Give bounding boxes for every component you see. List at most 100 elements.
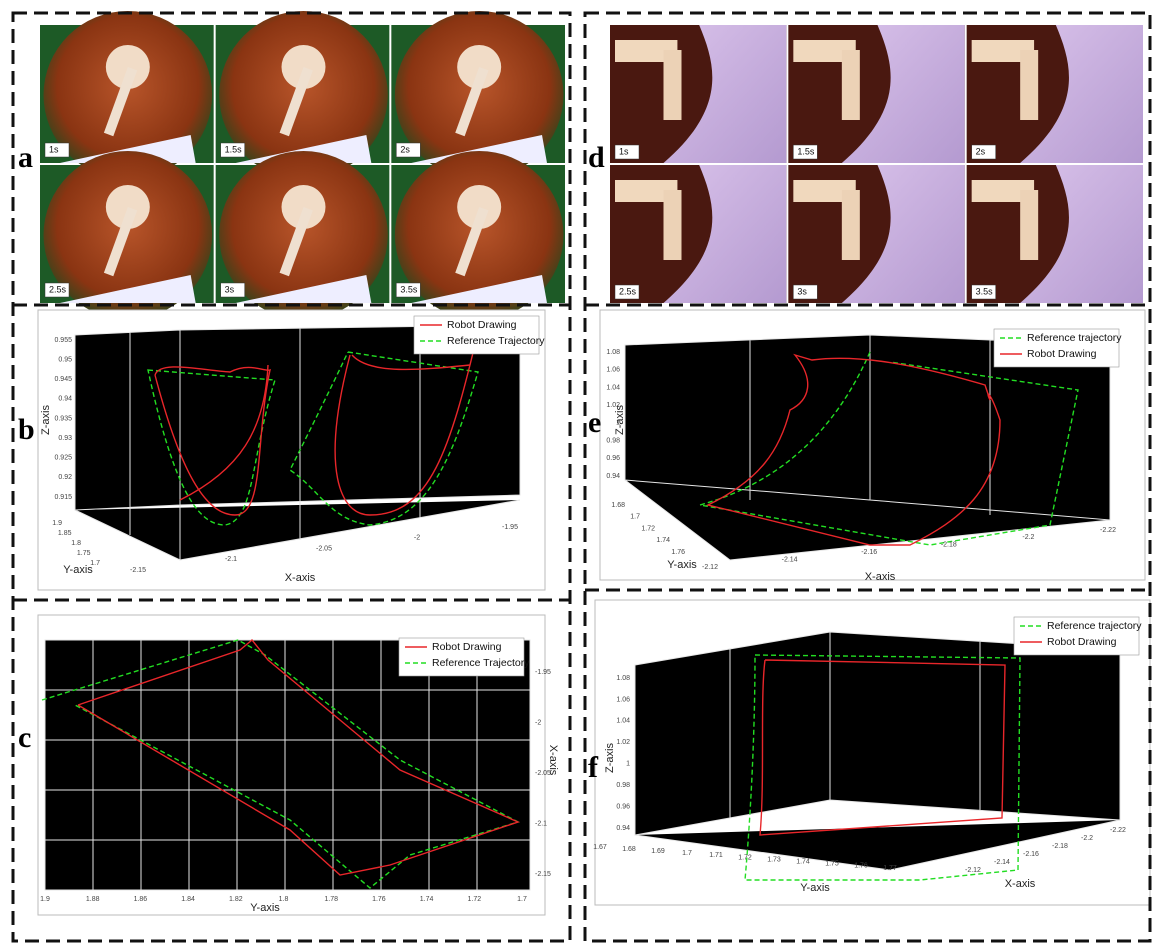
timestamp: 2s xyxy=(976,146,986,156)
axis-label: X-axis xyxy=(865,571,896,583)
timestamp: 3.5s xyxy=(976,286,994,296)
tick-label: 1.8 xyxy=(279,896,289,903)
tick-label: 1.7 xyxy=(517,896,527,903)
tick-label: 1.77 xyxy=(883,865,897,872)
tick-label: -2.15 xyxy=(535,871,551,878)
tick-label: 1.68 xyxy=(622,846,636,853)
axis-label: Y-axis xyxy=(800,882,830,894)
tick-label: 1.72 xyxy=(641,525,655,532)
figure: 1s 1.5s 2s 2.5s 3s 3.5s 1s 1.5s 2s 2.5s 3s 3.5s 0.9… xyxy=(0,0,1154,945)
timestamp: 1s xyxy=(619,146,629,156)
tick-label: 1.73 xyxy=(767,856,781,863)
tick-label: 1.71 xyxy=(709,852,723,859)
tick-label: -2 xyxy=(414,535,420,542)
panel-label: c xyxy=(18,721,31,754)
tick-label: -2.22 xyxy=(1110,827,1126,834)
photo-arm xyxy=(664,50,682,120)
axis-label: X-axis xyxy=(1005,878,1036,890)
tick-label: 0.98 xyxy=(606,437,620,444)
tick-label: 1.72 xyxy=(738,854,752,861)
tick-label: 1.69 xyxy=(651,848,665,855)
axis-label: Y-axis xyxy=(63,564,93,576)
tick-label: 1.08 xyxy=(606,349,620,356)
timestamp: 3s xyxy=(225,284,235,294)
tick-label: 1.06 xyxy=(606,367,620,374)
tick-label: 0.96 xyxy=(606,455,620,462)
tick-label: 1.86 xyxy=(134,896,148,903)
tick-label: -2.12 xyxy=(965,867,981,874)
tick-label: 0.94 xyxy=(58,396,72,403)
tick-label: 1.02 xyxy=(616,739,630,746)
tick-label: 1.67 xyxy=(593,844,607,851)
tick-label: 1.7 xyxy=(682,850,692,857)
photo-arm xyxy=(842,50,860,120)
tick-label: 1.82 xyxy=(229,896,243,903)
tick-label: 0.96 xyxy=(616,803,630,810)
tick-label: 1.08 xyxy=(616,675,630,682)
tick-label: -2.05 xyxy=(316,545,332,552)
timestamp: 1s xyxy=(49,144,59,154)
tick-label: 0.955 xyxy=(54,337,72,344)
tick-label: 1.78 xyxy=(324,896,338,903)
axis-label: Z-axis xyxy=(604,743,616,773)
timestamp: 3s xyxy=(797,286,807,296)
legend-label: Robot Drawing xyxy=(1027,348,1097,360)
tick-label: 1.04 xyxy=(616,718,630,725)
tick-label: 1.8 xyxy=(71,540,81,547)
tick-label: -2.1 xyxy=(535,820,547,827)
tick-label: 1.9 xyxy=(40,896,50,903)
panel-label: d xyxy=(588,141,605,174)
axis-label: Y-axis xyxy=(250,902,280,914)
tick-label: 0.92 xyxy=(58,474,72,481)
tick-label: 0.95 xyxy=(58,356,72,363)
tick-label: 1.85 xyxy=(58,530,72,537)
tick-label: 0.945 xyxy=(54,376,72,383)
axis-label: Y-axis xyxy=(667,559,697,571)
tick-label: 1.88 xyxy=(86,896,100,903)
tick-label: -2.12 xyxy=(702,564,718,571)
tick-label: 1.04 xyxy=(606,384,620,391)
tick-label: 1.84 xyxy=(181,896,195,903)
legend-label: Reference Trajectory xyxy=(447,335,545,347)
tick-label: -1.95 xyxy=(502,524,518,531)
tick-label: -2.18 xyxy=(1052,843,1068,850)
tick-label: -2 xyxy=(535,719,541,726)
tick-label: -1.95 xyxy=(535,669,551,676)
legend-label: Reference trajectory xyxy=(1047,620,1142,632)
tick-label: -2.2 xyxy=(1081,835,1093,842)
photo-arm xyxy=(842,190,860,260)
legend-label: Robot Drawing xyxy=(432,641,502,653)
tick-label: 1.76 xyxy=(671,549,685,556)
legend-label: Reference trajectory xyxy=(1027,332,1122,344)
tick-label: 1.72 xyxy=(467,896,481,903)
tick-label: 0.93 xyxy=(58,435,72,442)
timestamp: 1.5s xyxy=(797,146,815,156)
panel-label: a xyxy=(18,141,33,174)
timestamp: 3.5s xyxy=(400,284,418,294)
tick-label: 1.9 xyxy=(52,520,62,527)
photo-arm xyxy=(1020,50,1038,120)
axis-label: Z-axis xyxy=(614,405,626,435)
timestamp: 1.5s xyxy=(225,144,243,154)
tick-label: 1.76 xyxy=(854,863,868,870)
tick-label: 1.74 xyxy=(656,537,670,544)
panel-label: f xyxy=(588,751,599,784)
tick-label: 1.76 xyxy=(372,896,386,903)
tick-label: 0.925 xyxy=(54,455,72,462)
tick-label: 0.98 xyxy=(616,782,630,789)
tick-label: -2.2 xyxy=(1022,534,1034,541)
timestamp: 2s xyxy=(400,144,410,154)
tick-label: 1.75 xyxy=(825,861,839,868)
panel-label: e xyxy=(588,406,601,439)
tick-label: -2.14 xyxy=(994,859,1010,866)
timestamp: 2.5s xyxy=(619,286,637,296)
photo-arm xyxy=(1020,190,1038,260)
tick-label: -2.15 xyxy=(130,567,146,574)
tick-label: 1 xyxy=(626,761,630,768)
legend-label: Robot Drawing xyxy=(1047,636,1117,648)
timestamp: 2.5s xyxy=(49,284,67,294)
tick-label: 0.94 xyxy=(616,825,630,832)
axis-label: X-axis xyxy=(285,572,316,584)
tick-label: 0.935 xyxy=(54,415,72,422)
tick-label: -2.14 xyxy=(782,556,798,563)
